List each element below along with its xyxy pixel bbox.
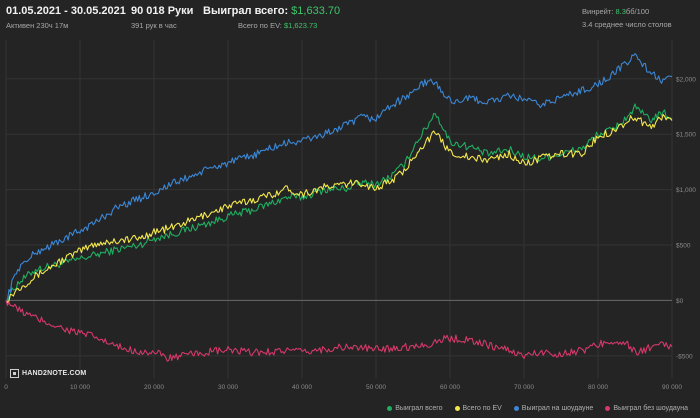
winrate-suffix: бб/100 [625,7,650,16]
logo-text: HAND2NOTE.COM [22,370,87,377]
won-total: Выиграл всего: $1,633.70 [203,5,340,17]
x-tick-label: 90 000 [662,384,682,391]
series-line-2 [5,53,673,301]
y-tick-label: $1,500 [676,132,696,139]
y-tick-label: $1,000 [676,187,696,194]
legend-label: Выиграл всего [395,405,443,412]
legend-item[interactable]: Всего по EV [454,405,502,412]
won-total-value: $1,633.70 [291,5,341,17]
legend-item[interactable]: Выиграл на шоудауне [513,405,594,412]
legend-dot-icon [387,406,393,411]
winrate: Винрейт: 8.3бб/100 [582,7,649,16]
chart-legend: Выиграл всего Всего по EV Выиграл на шоуда… [387,405,688,412]
hands-per-hour: 391 рук в час [131,21,177,30]
series-line-0 [5,103,673,303]
y-tick-label: $500 [676,243,691,250]
avg-tables: 3.4 среднее число столов [582,20,672,29]
x-tick-label: 60 000 [440,384,460,391]
x-tick-label: 0 [4,384,8,391]
legend-label: Выиграл на шоудауне [521,405,594,412]
legend-dot-icon [454,406,460,411]
series-line-1 [5,113,673,304]
x-tick-label: 10 000 [70,384,90,391]
profit-chart[interactable]: 0 10 000 20 000 30 000 40 000 50 000 60 000 70 … [0,36,700,413]
winrate-label: Винрейт: [582,7,614,16]
legend-dot-icon [605,406,611,411]
hands-count: 90 018 Руки [131,5,194,17]
legend-item[interactable]: Выиграл всего [387,405,443,412]
ev-value: $1,623.73 [283,21,318,30]
legend-dot-icon [513,406,519,411]
x-tick-label: 70 000 [514,384,534,391]
y-tick-label: $2,000 [676,76,696,83]
ev-label: Всего по EV: [238,21,282,30]
legend-label: Всего по EV [462,405,502,412]
winrate-value: 8.3 [615,7,626,16]
y-tick-label: -$500 [676,353,693,360]
x-tick-label: 80 000 [588,384,608,391]
date-range[interactable]: 01.05.2021 - 30.05.2021 [6,5,126,17]
series-line-3 [5,300,673,362]
hand2note-logo-icon [10,369,19,378]
ev-total: Всего по EV: $1,623.73 [238,21,317,30]
x-tick-label: 40 000 [292,384,312,391]
x-tick-label: 20 000 [144,384,164,391]
profit-chart-svg[interactable]: 0 10 000 20 000 30 000 40 000 50 000 60 000 70 … [0,36,700,413]
active-time: Активен 230ч 17м [6,21,69,30]
legend-item[interactable]: Выиграл без шоудауна [605,405,688,412]
x-tick-label: 30 000 [218,384,238,391]
hand2note-logo: HAND2NOTE.COM [10,369,86,378]
y-tick-label: $0 [676,298,684,305]
stats-header: 01.05.2021 - 30.05.2021 Активен 230ч 17м… [0,0,700,36]
won-total-label: Выиграл всего: [203,5,289,17]
x-tick-label: 50 000 [366,384,386,391]
legend-label: Выиграл без шоудауна [613,405,688,412]
